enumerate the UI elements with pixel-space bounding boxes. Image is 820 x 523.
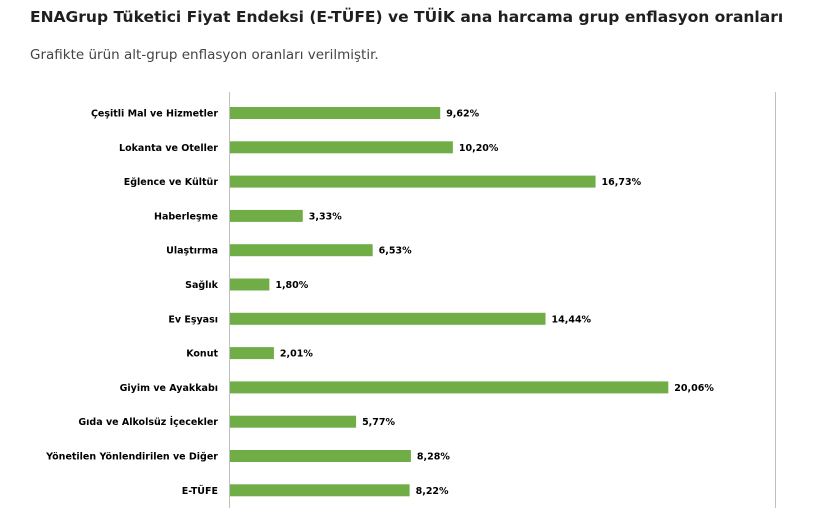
bar [230, 107, 441, 119]
value-label: 8,28% [417, 452, 450, 463]
value-label: 1,80% [275, 280, 308, 291]
value-label: 2,01% [280, 349, 313, 360]
category-label: Konut [186, 349, 218, 360]
bar [230, 175, 596, 188]
bar [230, 141, 453, 154]
category-label: Ev Eşyası [168, 314, 218, 325]
value-label: 5,77% [362, 417, 395, 428]
value-label: 8,22% [416, 486, 449, 497]
category-label: Sağlık [185, 280, 219, 291]
bar [230, 312, 546, 325]
page-title: ENAGrup Tüketici Fiyat Endeksi (E-TÜFE) … [30, 8, 784, 26]
value-label: 16,73% [602, 177, 642, 188]
value-label: 20,06% [674, 383, 714, 394]
bar [230, 381, 669, 394]
bar [230, 484, 410, 497]
bar [230, 347, 274, 360]
value-label: 14,44% [552, 314, 592, 325]
bar [230, 450, 411, 462]
category-label: E-TÜFE [182, 486, 218, 497]
page-subtitle: Grafikte ürün alt-grup enflasyon oranlar… [30, 47, 379, 63]
category-label: Eğlence ve Kültür [124, 177, 219, 188]
value-label: 6,53% [379, 246, 412, 257]
bar [230, 415, 357, 428]
bars-layer: Çeşitli Mal ve Hizmetler 9,62% Lokanta ve … [45, 107, 714, 497]
category-label: Çeşitli Mal ve Hizmetler [91, 109, 218, 120]
value-label: 3,33% [309, 211, 342, 222]
value-label: 9,62% [446, 109, 479, 120]
category-label: Ulaştırma [166, 246, 218, 257]
category-label: Lokanta ve Oteller [119, 143, 218, 154]
category-label: Gıda ve Alkolsüz İçecekler [78, 417, 218, 428]
bar [230, 244, 373, 257]
category-label: Yönetilen Yönlendirilen ve Diğer [45, 452, 218, 463]
value-label: 10,20% [459, 143, 499, 154]
bar [230, 278, 270, 291]
category-label: Giyim ve Ayakkabı [120, 383, 218, 394]
bar [230, 209, 303, 222]
category-label: Haberleşme [154, 211, 218, 222]
